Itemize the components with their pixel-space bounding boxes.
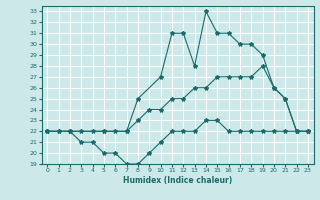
X-axis label: Humidex (Indice chaleur): Humidex (Indice chaleur) <box>123 176 232 185</box>
